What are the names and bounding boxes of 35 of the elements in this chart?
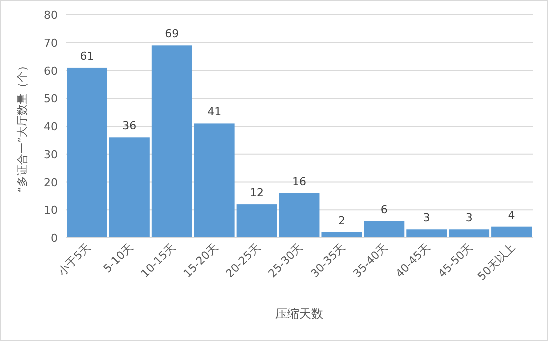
data-label: 6 [380,203,388,216]
bar [236,204,278,238]
y-tick-label: 20 [44,176,58,190]
bar [194,124,235,238]
bar [492,226,532,238]
data-label: 69 [165,28,180,41]
bar [449,230,490,238]
data-label: 12 [250,186,264,200]
x-tick-label: 50天以上 [475,240,518,284]
data-label: 41 [208,106,222,119]
y-tick-label: 30 [44,148,58,162]
bar [406,230,448,238]
bar [152,46,192,238]
y-tick-label: 0 [51,232,58,245]
bar [279,193,320,238]
bar [322,232,362,238]
data-label: 16 [292,175,306,188]
y-tick-label: 50 [44,92,58,106]
data-label: 2 [338,214,346,228]
x-axis-title: 压缩天数 [276,307,324,321]
y-tick-label: 80 [44,9,58,22]
data-label: 3 [466,212,473,225]
data-label: 4 [508,208,516,222]
data-label: 36 [122,120,137,133]
data-label: 61 [80,50,94,63]
y-axis-title: “多证合一”大厅数量（个） [16,60,29,193]
y-tick-label: 60 [44,64,58,78]
y-tick-label: 70 [44,36,58,50]
data-label: 3 [423,212,430,225]
bar [67,68,108,238]
x-tick-label: 小于5天 [56,240,94,278]
y-tick-label: 10 [44,204,58,218]
bar [109,138,150,238]
bar [364,221,405,238]
y-tick-label: 40 [44,120,58,134]
